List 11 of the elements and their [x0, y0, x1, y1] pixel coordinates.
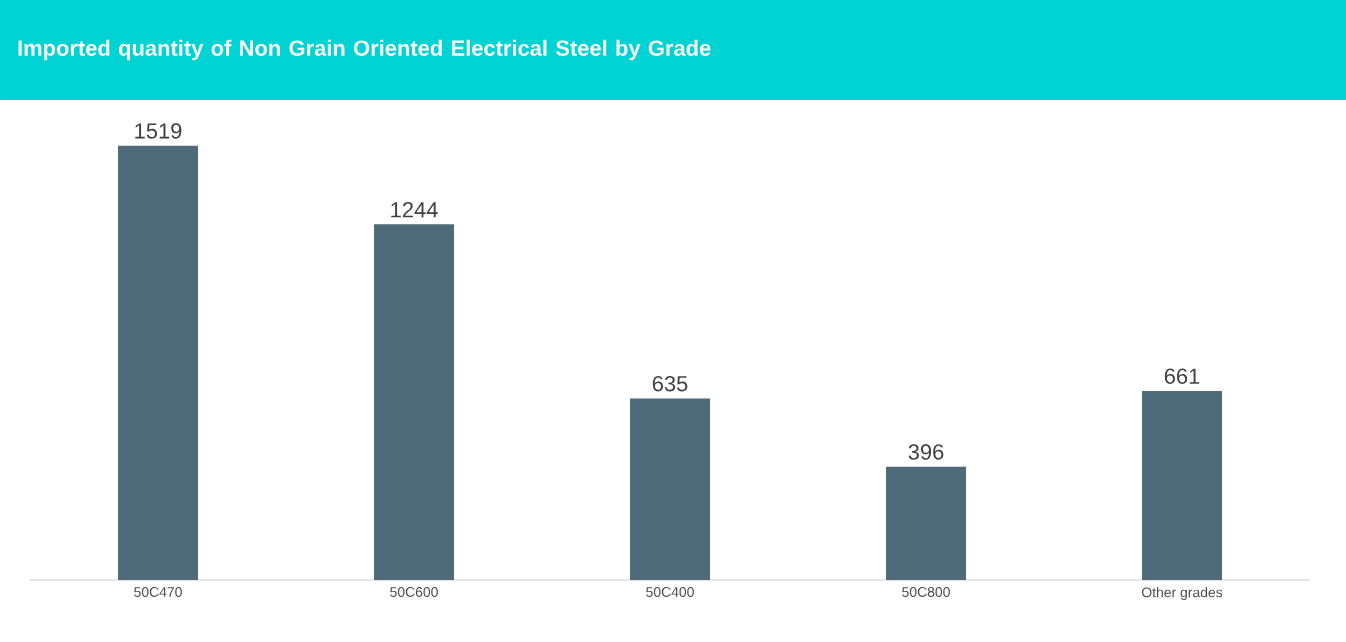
data-label: 1244 [391, 202, 438, 218]
bar [118, 145, 199, 580]
data-label: 661 [1164, 368, 1200, 384]
bar [374, 224, 455, 580]
bar [886, 466, 967, 580]
chart-title: Imported quantity of Non Grain Oriented Electrical Steel by Grade [18, 39, 711, 61]
data-label: 635 [652, 375, 688, 392]
data-label: 1519 [135, 123, 182, 139]
bar [1142, 391, 1223, 580]
data-label: 396 [908, 444, 944, 460]
bar [630, 398, 711, 580]
